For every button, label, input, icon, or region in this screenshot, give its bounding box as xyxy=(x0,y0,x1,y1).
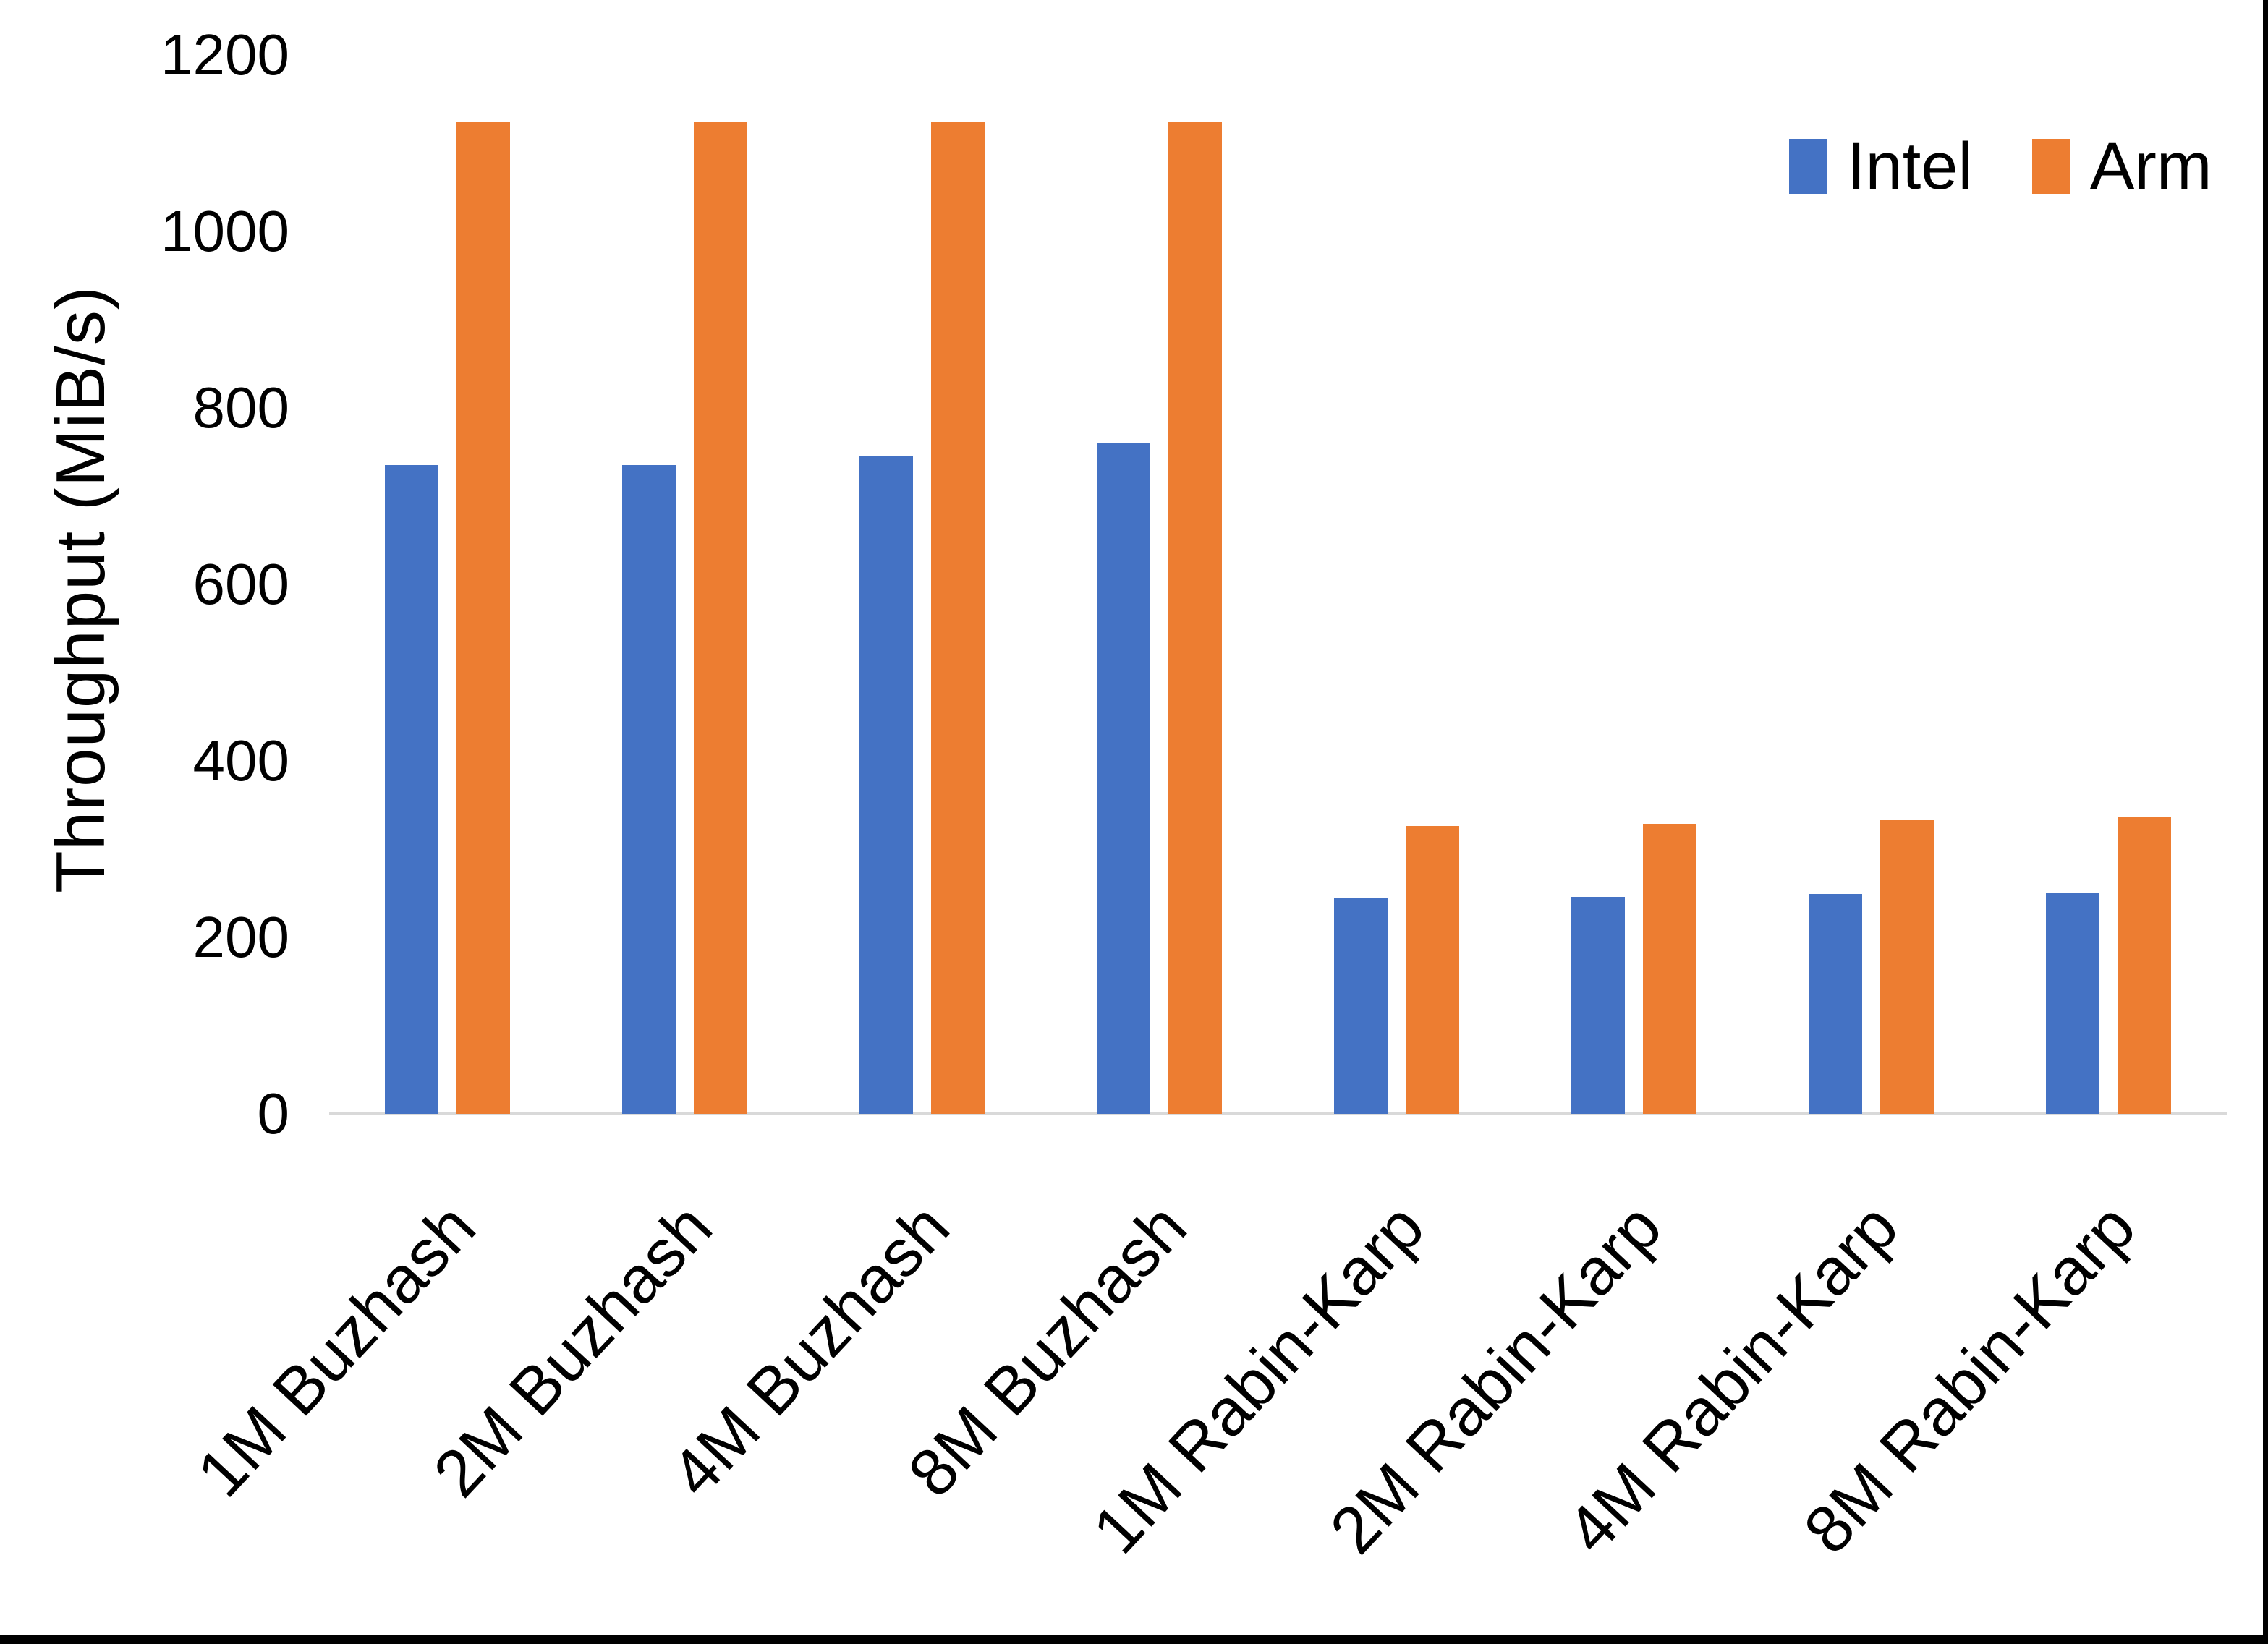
legend-swatch-arm xyxy=(2031,139,2070,194)
bar-intel-4m-rabin-karp xyxy=(1808,894,1862,1114)
legend: Intel Arm xyxy=(1789,129,2212,203)
bar-intel-8m-rabin-karp xyxy=(2045,893,2099,1114)
y-tick-label-600: 600 xyxy=(192,552,289,616)
y-tick-label-400: 400 xyxy=(192,728,289,793)
bar-intel-1m-buzhash xyxy=(385,465,439,1114)
legend-label-intel: Intel xyxy=(1847,129,1973,203)
screenshot-right-edge xyxy=(2263,0,2268,1644)
y-tick-label-1000: 1000 xyxy=(161,199,289,263)
legend-swatch-intel xyxy=(1789,139,1827,194)
bar-intel-2m-rabin-karp xyxy=(1571,896,1625,1114)
bar-arm-8m-rabin-karp xyxy=(2117,817,2171,1114)
y-tick-label-200: 200 xyxy=(192,905,289,969)
bar-arm-4m-buzhash xyxy=(931,121,985,1114)
bar-arm-1m-rabin-karp xyxy=(1405,826,1459,1114)
bar-arm-8m-buzhash xyxy=(1168,121,1223,1114)
y-tick-label-800: 800 xyxy=(192,375,289,440)
y-tick-label-0: 0 xyxy=(257,1081,290,1146)
legend-label-arm: Arm xyxy=(2089,129,2212,203)
x-axis-line xyxy=(329,1112,2227,1115)
bar-arm-2m-buzhash xyxy=(694,121,748,1114)
y-tick-label-1200: 1200 xyxy=(161,22,289,87)
bar-intel-8m-buzhash xyxy=(1097,443,1151,1114)
bar-intel-2m-buzhash xyxy=(622,465,676,1114)
bar-intel-1m-rabin-karp xyxy=(1333,898,1388,1114)
bar-intel-4m-buzhash xyxy=(859,456,914,1114)
bar-arm-1m-buzhash xyxy=(456,121,511,1114)
bar-arm-4m-rabin-karp xyxy=(1880,819,1934,1114)
bar-arm-2m-rabin-karp xyxy=(1642,823,1696,1114)
screenshot-bottom-edge xyxy=(0,1635,2268,1644)
